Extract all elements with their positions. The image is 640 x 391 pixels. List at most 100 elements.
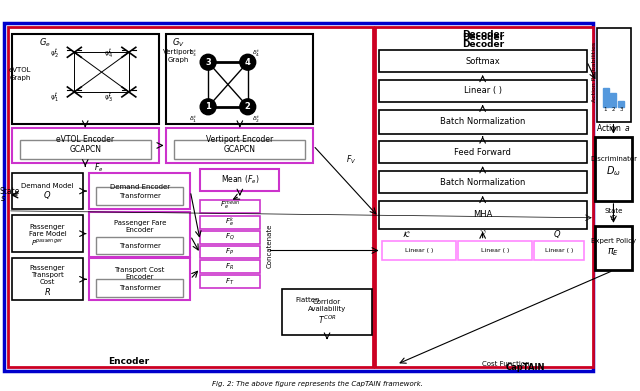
Text: Batch Normalization: Batch Normalization bbox=[440, 117, 525, 126]
Bar bbox=[12, 34, 159, 124]
Text: 1: 1 bbox=[205, 102, 211, 111]
Text: Linear ( ): Linear ( ) bbox=[463, 86, 502, 95]
Text: Decoder: Decoder bbox=[463, 40, 505, 49]
Bar bbox=[166, 34, 313, 124]
Bar bbox=[166, 127, 313, 163]
Text: Passenger: Passenger bbox=[30, 224, 65, 230]
Bar bbox=[96, 279, 183, 297]
Bar bbox=[379, 50, 587, 72]
Text: $\delta_2^t$: $\delta_2^t$ bbox=[252, 115, 260, 125]
Text: $F_e^k$: $F_e^k$ bbox=[225, 215, 235, 229]
Bar bbox=[595, 136, 632, 201]
Text: Feed Forward: Feed Forward bbox=[454, 148, 511, 157]
Bar bbox=[20, 140, 150, 159]
Bar bbox=[12, 258, 83, 300]
Text: Concatenate: Concatenate bbox=[267, 223, 273, 268]
Bar bbox=[381, 240, 456, 260]
Circle shape bbox=[200, 99, 216, 115]
Bar bbox=[200, 231, 260, 244]
Bar bbox=[379, 201, 587, 229]
Bar bbox=[89, 212, 190, 257]
Text: $F_P$: $F_P$ bbox=[225, 247, 234, 257]
Text: Linear ( ): Linear ( ) bbox=[545, 248, 573, 253]
Bar bbox=[96, 187, 183, 205]
Text: $s$: $s$ bbox=[611, 213, 616, 222]
Bar bbox=[8, 27, 372, 368]
Text: $F_T$: $F_T$ bbox=[225, 276, 235, 287]
Text: GCAPCN: GCAPCN bbox=[69, 145, 101, 154]
Bar bbox=[200, 275, 260, 288]
Bar bbox=[611, 93, 616, 107]
Text: $\delta_1^t$: $\delta_1^t$ bbox=[189, 115, 197, 125]
Text: Availability: Availability bbox=[308, 306, 346, 312]
Text: $R$: $R$ bbox=[44, 286, 51, 297]
Bar bbox=[282, 289, 372, 335]
Text: MHA: MHA bbox=[473, 210, 492, 219]
Text: eVTOL: eVTOL bbox=[8, 67, 31, 73]
Text: $\psi_3^t$: $\psi_3^t$ bbox=[104, 90, 114, 103]
Circle shape bbox=[240, 54, 256, 70]
Text: $G_V$: $G_V$ bbox=[172, 36, 185, 48]
Text: Passenger Fare: Passenger Fare bbox=[113, 220, 166, 226]
Text: Cost Function: Cost Function bbox=[482, 361, 529, 368]
Bar bbox=[89, 173, 190, 209]
Bar bbox=[458, 240, 532, 260]
Bar bbox=[175, 140, 305, 159]
Text: Encoder: Encoder bbox=[108, 357, 149, 366]
Text: Vertiport: Vertiport bbox=[163, 49, 193, 55]
Text: Softmax: Softmax bbox=[465, 57, 500, 66]
Circle shape bbox=[240, 99, 256, 115]
Bar bbox=[96, 237, 183, 255]
Text: GCAPCN: GCAPCN bbox=[224, 145, 256, 154]
Text: Encoder: Encoder bbox=[125, 274, 154, 280]
Text: Linear ( ): Linear ( ) bbox=[481, 248, 509, 253]
Text: Action Probabilities: Action Probabilities bbox=[592, 42, 597, 102]
Text: Discriminator: Discriminator bbox=[590, 156, 637, 162]
Text: $\psi_2^t$: $\psi_2^t$ bbox=[50, 46, 59, 59]
Bar bbox=[12, 215, 83, 253]
Bar bbox=[89, 258, 190, 300]
Text: $G_e$: $G_e$ bbox=[38, 36, 51, 48]
Text: $Q$: $Q$ bbox=[44, 189, 52, 201]
Text: $F_V$: $F_V$ bbox=[346, 153, 356, 165]
Text: $\psi_1^t$: $\psi_1^t$ bbox=[50, 90, 59, 103]
Text: $\mathcal{V}$: $\mathcal{V}$ bbox=[479, 229, 486, 238]
Text: 3: 3 bbox=[205, 58, 211, 67]
Text: $T^{COR}$: $T^{COR}$ bbox=[318, 314, 336, 326]
Bar bbox=[618, 101, 625, 107]
Text: Transport Cost: Transport Cost bbox=[115, 267, 165, 273]
Text: $P^{passenger}$: $P^{passenger}$ bbox=[31, 237, 64, 248]
Text: Batch Normalization: Batch Normalization bbox=[440, 178, 525, 187]
Text: Transformer: Transformer bbox=[119, 242, 161, 249]
Text: Graph: Graph bbox=[168, 57, 189, 63]
Text: Decoder: Decoder bbox=[463, 30, 505, 39]
Bar bbox=[534, 240, 584, 260]
Text: $\pi_E$: $\pi_E$ bbox=[607, 247, 620, 258]
Bar bbox=[379, 171, 587, 193]
Text: $\delta_3^t$: $\delta_3^t$ bbox=[189, 49, 197, 59]
Text: $Q$: $Q$ bbox=[553, 228, 561, 240]
Text: $F_e^{mean}$: $F_e^{mean}$ bbox=[220, 201, 240, 212]
Text: $F_R$: $F_R$ bbox=[225, 262, 234, 272]
Text: 4: 4 bbox=[245, 58, 251, 67]
Text: $F_Q$: $F_Q$ bbox=[225, 232, 235, 242]
Bar bbox=[200, 200, 260, 213]
Text: Encoder: Encoder bbox=[125, 227, 154, 233]
Text: Fig. 2: The above figure represents the CapTAIN framework.: Fig. 2: The above figure represents the … bbox=[212, 381, 422, 387]
Bar bbox=[200, 260, 260, 273]
Text: $\psi_4^t$: $\psi_4^t$ bbox=[104, 46, 114, 59]
Text: 2: 2 bbox=[245, 102, 251, 111]
Bar bbox=[379, 142, 587, 163]
Text: Transformer: Transformer bbox=[119, 193, 161, 199]
Bar bbox=[595, 226, 632, 270]
Text: State: State bbox=[0, 187, 20, 196]
Text: Linear ( ): Linear ( ) bbox=[404, 248, 433, 253]
Text: Transport: Transport bbox=[31, 272, 64, 278]
Text: 2: 2 bbox=[612, 107, 615, 112]
Bar bbox=[374, 27, 593, 368]
Bar bbox=[200, 216, 260, 229]
Text: Demand Encoder: Demand Encoder bbox=[109, 184, 170, 190]
Text: Flatten: Flatten bbox=[295, 297, 319, 303]
Text: Mean ($F_e$): Mean ($F_e$) bbox=[221, 174, 259, 187]
Text: State: State bbox=[604, 208, 623, 214]
